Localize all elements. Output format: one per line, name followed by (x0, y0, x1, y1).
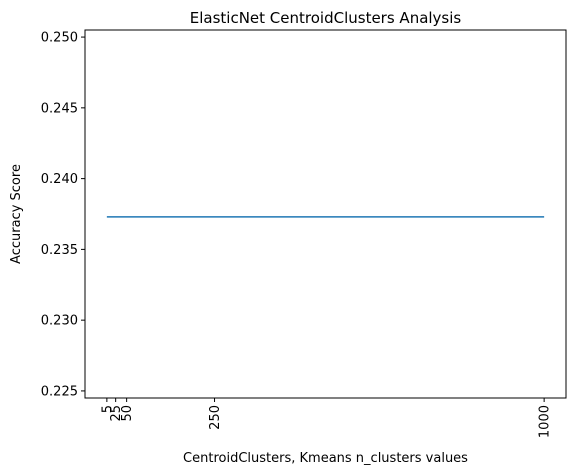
x-tick-label: 5 (100, 405, 115, 413)
x-tick-label: 1000 (538, 405, 553, 438)
chart-title: ElasticNet CentroidClusters Analysis (190, 9, 462, 27)
plot-frame (84, 29, 567, 399)
y-tick-label: 0.225 (41, 384, 78, 399)
y-tick-label: 0.240 (41, 172, 78, 187)
y-tick-label: 0.235 (41, 243, 78, 258)
x-tick-label: 50 (120, 405, 135, 422)
y-axis-label: Accuracy Score (9, 164, 24, 264)
y-tick-label: 0.230 (41, 314, 78, 329)
x-tick-label: 25 (109, 405, 124, 422)
y-tick-label: 0.250 (41, 31, 78, 46)
x-axis-label: CentroidClusters, Kmeans n_clusters valu… (183, 451, 468, 466)
x-tick-label: 250 (208, 405, 223, 430)
y-tick-label: 0.245 (41, 101, 78, 116)
y-axis: 0.225 0.230 0.235 0.240 0.245 0.250 (41, 31, 85, 399)
